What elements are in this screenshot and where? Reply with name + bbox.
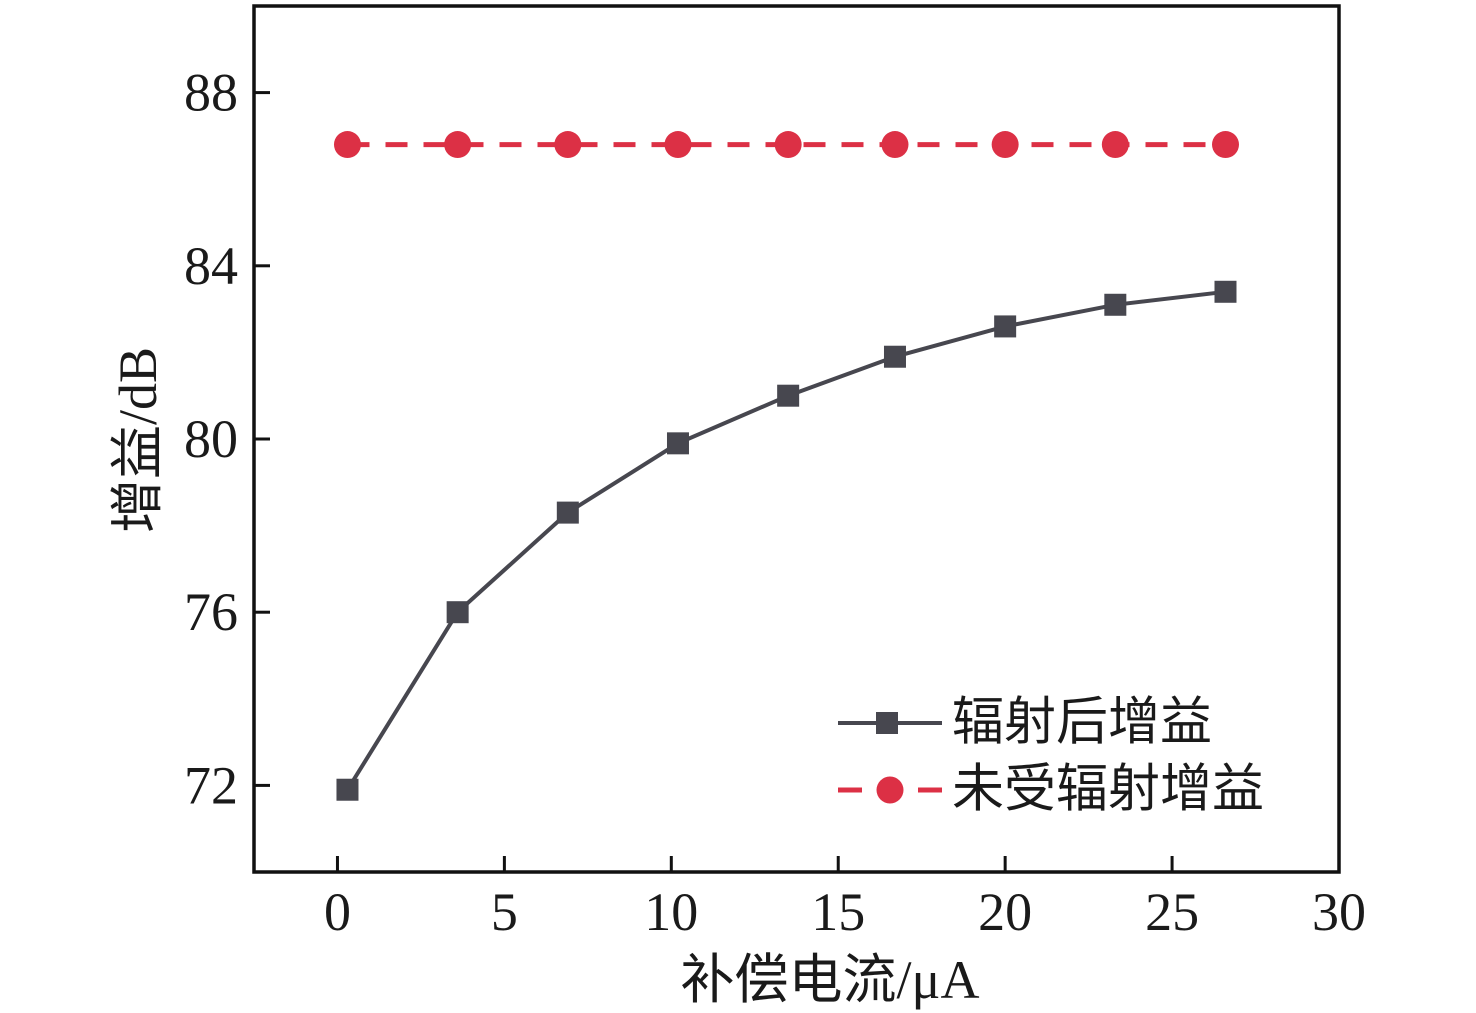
legend-label: 辐射后增益 (952, 695, 1212, 752)
data-point-marker (774, 131, 802, 159)
data-point-marker (777, 384, 800, 407)
data-point-marker (666, 432, 689, 455)
legend-item-unirradiated: 未受辐射增益 (838, 762, 1264, 819)
data-point-marker (336, 778, 359, 801)
legend-square-marker-icon (876, 712, 898, 734)
x-tick-label: 15 (811, 882, 865, 942)
x-tick-label: 0 (324, 882, 351, 942)
data-point-marker (1214, 280, 1237, 303)
y-axis-title: 增益/dB (108, 347, 168, 533)
data-point-marker (991, 131, 1019, 159)
y-tick-label: 84 (184, 236, 238, 296)
x-tick-label: 25 (1145, 882, 1199, 942)
legend-label: 未受辐射增益 (952, 762, 1264, 819)
y-tick-label: 80 (184, 409, 238, 469)
axis-ticks (254, 91, 1341, 872)
y-tick-label: 76 (184, 582, 238, 642)
data-point-marker (333, 131, 361, 159)
x-tick-label: 5 (491, 882, 518, 942)
legend: 辐射后增益 未受辐射增益 (838, 695, 1264, 819)
data-point-marker (1101, 131, 1129, 159)
axis-tick-labels: 0 5 10 15 20 25 30 72 76 80 84 88 (184, 63, 1366, 942)
data-point-marker (1211, 131, 1239, 159)
legend-circle-marker-icon (876, 776, 904, 804)
x-axis-title: 补偿电流/μA (681, 950, 980, 1010)
x-tick-label: 30 (1312, 882, 1366, 942)
data-point-marker (446, 601, 469, 624)
y-tick-label: 88 (184, 63, 238, 123)
data-point-marker (664, 131, 692, 159)
data-point-marker (554, 131, 582, 159)
x-tick-label: 10 (644, 882, 698, 942)
data-point-marker (1104, 293, 1127, 316)
data-point-marker (881, 131, 909, 159)
x-tick-label: 20 (978, 882, 1032, 942)
data-point-marker (556, 501, 579, 524)
legend-item-after-irradiation: 辐射后增益 (838, 695, 1212, 752)
data-point-marker (994, 315, 1017, 338)
y-tick-label: 72 (184, 755, 238, 815)
data-point-marker (444, 131, 472, 159)
data-series (333, 131, 1239, 801)
data-point-marker (883, 345, 906, 368)
